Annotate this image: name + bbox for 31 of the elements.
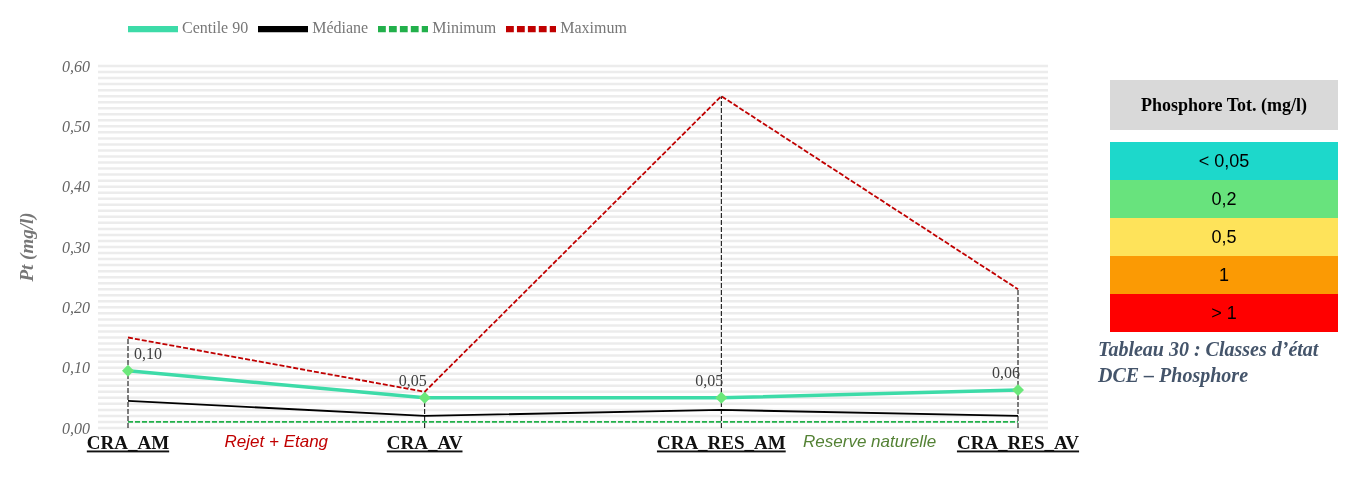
point (418, 391, 431, 404)
legend-label: Maximum (560, 18, 627, 36)
x-tick-label: CRA_RES_AM (656, 432, 786, 454)
y-tick-label: 0,60 (62, 57, 90, 75)
data-label: 0,05 (695, 371, 724, 389)
y-tick-label: 0,40 (62, 178, 90, 196)
data-label: 0,10 (134, 344, 162, 362)
text: Rejet + Etang (224, 432, 329, 451)
x-tick-label: CRA_RES_AV (956, 432, 1080, 454)
category-label: 0,2 (1110, 180, 1338, 218)
point (1012, 383, 1024, 396)
text: Reserve naturelle (803, 432, 937, 451)
legend-label: Minimum (432, 18, 497, 36)
legend-label: Médiane (312, 18, 369, 36)
y-tick-label: 0,20 (62, 299, 90, 317)
point (715, 391, 728, 404)
point (122, 364, 134, 377)
text: Tableau 30 : Classes d’état DCE – Phosphore (1098, 337, 1320, 388)
x-tick-label: CRA_AV (386, 432, 463, 454)
y-tick-label: 0,10 (62, 359, 90, 377)
category-label: < 0,05 (1110, 142, 1338, 180)
category-label: 0,5 (1110, 218, 1338, 256)
text: Phosphore Tot. (mg/l) (1110, 80, 1338, 130)
category-label: 1 (1110, 256, 1338, 294)
data-label: 0,06 (992, 363, 1020, 381)
data-label: 0,05 (398, 371, 427, 389)
y-tick-label: 0,30 (62, 238, 90, 256)
y-axis-title: Pt (mg/l) (15, 212, 38, 283)
category-label: > 1 (1110, 294, 1338, 332)
legend-label: Centile 90 (182, 18, 249, 36)
y-tick-label: 0,50 (62, 118, 90, 136)
